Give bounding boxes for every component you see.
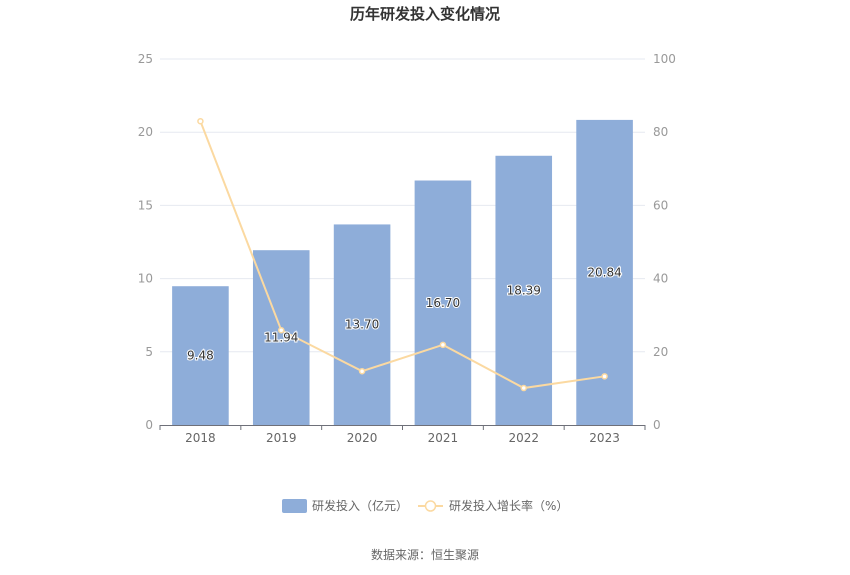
y-right-tick-label: 0 (653, 418, 661, 432)
y-left-tick-label: 5 (145, 345, 153, 359)
y-axis-left: 0 5 10 15 20 25 (138, 52, 153, 432)
x-tick-label: 2022 (508, 431, 539, 445)
line-point (520, 384, 527, 392)
x-tick-label: 2021 (428, 431, 459, 445)
y-left-tick-label: 0 (145, 418, 153, 432)
bar (172, 286, 229, 425)
bar-data-label: 18.39 (507, 283, 541, 297)
bar-data-label: 13.70 (345, 318, 379, 332)
bar (495, 155, 553, 426)
line-point (197, 117, 204, 125)
y-axis-right: 0 20 40 60 80 100 (653, 52, 676, 432)
x-tick-label: 2019 (266, 431, 297, 445)
legend-bar-swatch[interactable] (282, 499, 307, 513)
bar-data-label: 9.48 (187, 349, 214, 363)
y-left-tick-label: 10 (138, 272, 153, 286)
x-tick-label: 2018 (185, 431, 216, 445)
bar (414, 180, 472, 425)
y-left-tick-label: 25 (138, 52, 153, 66)
line-point (439, 341, 447, 349)
y-right-tick-label: 100 (653, 52, 676, 66)
line-point (278, 326, 285, 334)
grid-lines (160, 58, 645, 353)
bar-data-label: 16.70 (426, 296, 460, 310)
x-tick-label: 2020 (347, 431, 378, 445)
y-right-tick-label: 40 (653, 272, 668, 286)
line-point (601, 373, 608, 380)
legend-line-label[interactable]: 研发投入增长率（%） (449, 498, 568, 513)
y-right-tick-label: 80 (653, 125, 668, 139)
bar (333, 224, 391, 425)
bar-series (172, 119, 633, 426)
line-series (197, 117, 608, 392)
x-axis: 2018 2019 2020 2021 2022 2023 (159, 425, 646, 445)
bar-data-label: 11.94 (264, 331, 298, 345)
legend-bar-label[interactable]: 研发投入（亿元） (312, 498, 408, 513)
line-point (358, 367, 366, 375)
line-path (199, 120, 605, 390)
bar-data-labels: 9.48 11.94 13.70 16.70 18.39 20.84 (186, 264, 623, 363)
x-tick-label: 2023 (589, 431, 620, 445)
y-left-tick-label: 15 (138, 198, 153, 212)
data-source: 数据来源：恒生聚源 (371, 547, 479, 562)
bar-data-label: 20.84 (587, 265, 621, 279)
chart-title: 历年研发投入变化情况 (350, 5, 500, 23)
y-right-tick-label: 20 (653, 345, 668, 359)
y-left-tick-label: 20 (138, 125, 153, 139)
legend-line-marker[interactable] (424, 500, 437, 512)
y-right-tick-label: 60 (653, 198, 668, 212)
legend: 研发投入（亿元） 研发投入增长率（%） (282, 498, 568, 513)
